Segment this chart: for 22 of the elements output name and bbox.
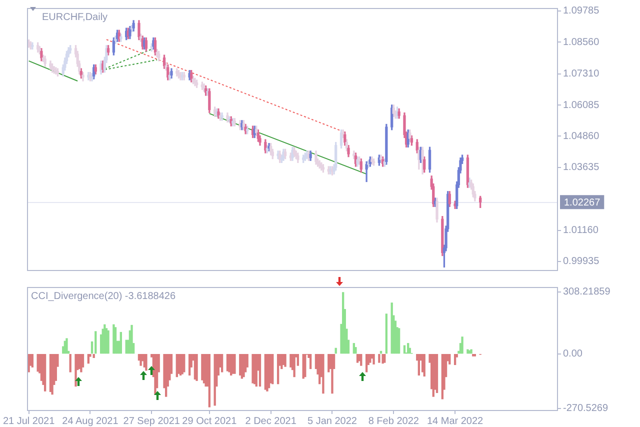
y-tick-label: 308.21859 [563,286,611,298]
y-tick-label: 1.03635 [563,162,600,174]
x-tick-label: 8 Feb 2022 [368,416,420,427]
y-tick-label: -270.5269 [563,403,608,414]
x-tick-label: 2 Dec 2021 [245,416,297,427]
y-tick-label: 1.07310 [563,68,600,80]
y-tick-label: 1.08560 [563,36,600,48]
y-tick-label: 0.00 [563,348,583,360]
x-tick-label: 14 Mar 2022 [426,416,484,427]
ref-line-label: 1.02267 [564,197,601,208]
chart-title: CCI_Divergence(20) -3.6188426 [31,291,176,302]
x-tick-label: 24 Aug 2021 [62,416,119,427]
y-tick-label: 1.06085 [563,100,600,111]
y-tick-label: 1.01160 [563,225,599,236]
x-tick-label: 29 Oct 2021 [182,416,238,427]
y-tick-label: 1.04860 [563,130,600,142]
x-tick-label: 5 Jan 2022 [307,416,358,427]
x-tick-label: 21 Jul 2021 [2,416,56,427]
y-tick-label: 1.09785 [563,6,600,17]
x-tick-label: 27 Sep 2021 [123,416,180,427]
chart-title: EURCHF,Daily [42,12,108,23]
y-tick-label: 0.99935 [563,256,600,268]
